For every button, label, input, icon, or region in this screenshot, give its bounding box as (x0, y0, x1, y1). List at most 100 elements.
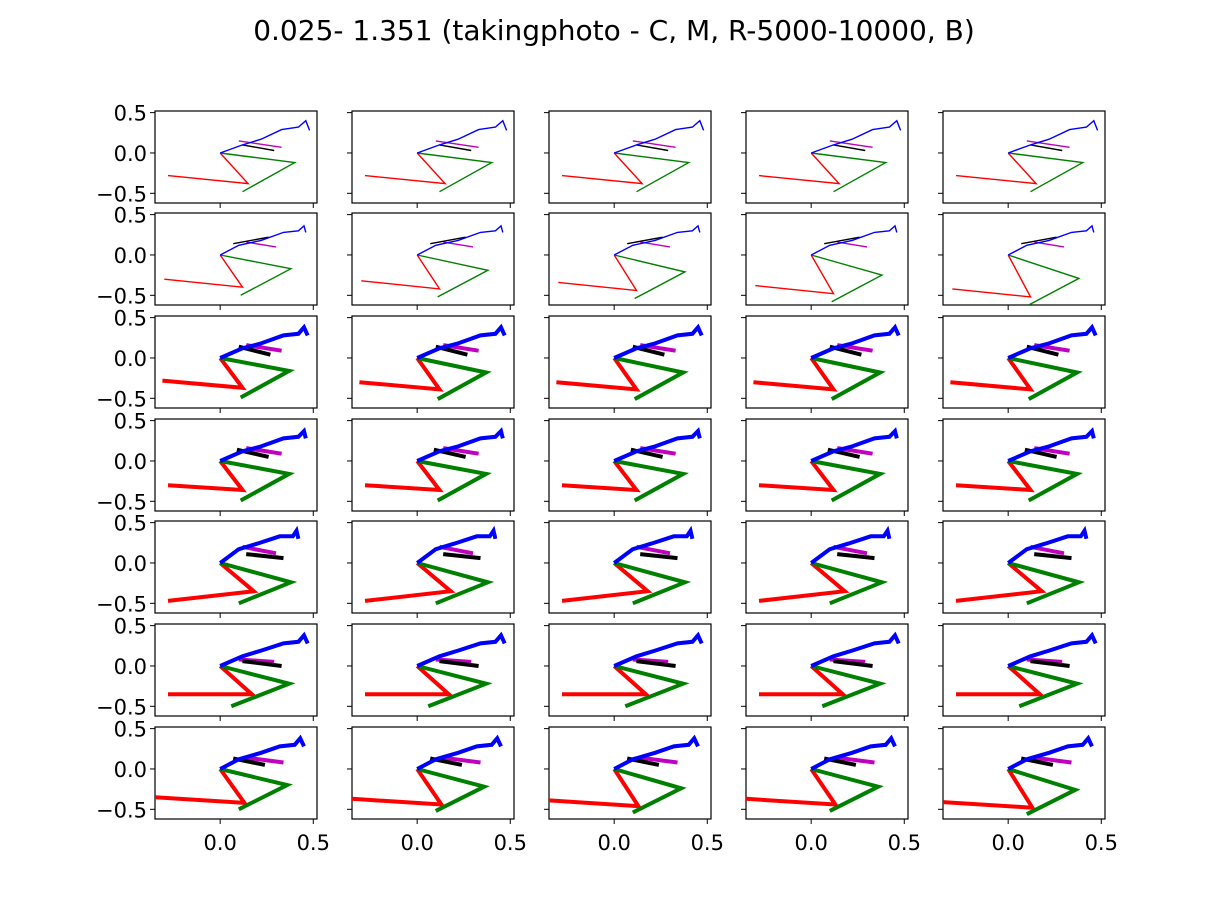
series-line-head-torso (416, 119, 508, 154)
subplot-r7-c5: 0.0 0.5 (938, 726, 1118, 855)
series-line-leg-left (1007, 767, 1081, 816)
x-tick-label: 0.0 (597, 831, 630, 855)
series-line-head-torso (810, 427, 899, 463)
series-line-leg-left (613, 561, 692, 606)
series-line-leg-left (1007, 356, 1083, 401)
subplot-r6-c2 (347, 623, 515, 721)
series-line-arm-right (639, 755, 678, 765)
series-line-arm-left (833, 144, 866, 152)
subplot-frame (942, 315, 1106, 409)
y-tick-label: 0.0 (114, 758, 147, 782)
pose-skeleton (365, 631, 507, 709)
series-line-head-torso (219, 525, 301, 565)
series-line-leg-right (753, 356, 838, 392)
subplot-frame (154, 520, 318, 614)
subplot-r5-c3 (544, 520, 712, 618)
pose-skeleton (364, 119, 508, 193)
subplot-frame (351, 212, 515, 306)
series-line-leg-left (219, 459, 295, 503)
subplot-frame (942, 212, 1106, 306)
series-line-leg-right (561, 459, 641, 493)
pose-skeleton (168, 631, 310, 709)
pose-skeleton (952, 224, 1095, 305)
series-line-arm-left (439, 144, 472, 152)
series-line-leg-right (755, 254, 835, 295)
series-line-head-torso (219, 323, 310, 360)
series-line-leg-right (562, 664, 652, 697)
y-tick-label: 0.0 (114, 244, 147, 268)
series-line-leg-left (416, 459, 492, 503)
subplot-r3-c5 (938, 315, 1106, 413)
series-line-leg-left (220, 254, 293, 296)
series-line-head-torso (416, 631, 507, 668)
series-line-leg-right (167, 561, 259, 603)
pose-skeleton (561, 525, 695, 606)
series-line-leg-right (549, 767, 643, 809)
subplot-frame (745, 520, 909, 614)
series-line-leg-right (364, 459, 444, 493)
subplot-frame (154, 212, 318, 306)
series-line-leg-right (950, 356, 1035, 392)
series-line-leg-left (810, 767, 884, 813)
series-line-leg-right (364, 561, 456, 603)
y-tick-label: 0.0 (114, 655, 147, 679)
series-line-leg-right (956, 664, 1046, 697)
subplot-r7-c4: 0.0 0.5 (741, 726, 921, 855)
subplot-frame (548, 315, 712, 409)
pose-skeleton (943, 734, 1094, 816)
pose-skeleton (561, 427, 702, 503)
series-line-head-torso (1007, 224, 1095, 256)
series-line-head-torso (416, 427, 505, 463)
series-line-leg-left (614, 152, 691, 193)
series-line-arm-left (430, 236, 466, 245)
series-line-leg-right (361, 254, 441, 290)
series-line-arm-left (636, 144, 669, 152)
series-line-head-torso (613, 734, 700, 771)
subplot-frame (154, 110, 318, 204)
series-line-leg-left (219, 664, 296, 709)
subplot-frame (548, 418, 712, 512)
series-line-leg-right (746, 767, 840, 807)
series-line-leg-right (943, 767, 1037, 810)
series-line-head-torso (416, 734, 503, 771)
series-line-head-torso (416, 525, 498, 565)
subplot-frame (154, 418, 318, 512)
series-line-head-torso (219, 631, 310, 668)
y-tick-label: 0.5 (114, 615, 147, 639)
y-tick-label: 0.5 (114, 204, 147, 228)
y-tick-label: −0.5 (96, 182, 147, 206)
y-tick-label: 0.5 (114, 102, 147, 126)
series-line-leg-right (364, 152, 447, 185)
pose-skeleton (558, 224, 701, 300)
series-line-leg-right (758, 459, 838, 493)
series-line-head-torso (219, 734, 306, 771)
series-line-head-torso (1007, 631, 1098, 668)
series-line-leg-left (1007, 664, 1084, 709)
pose-skeleton (359, 323, 507, 401)
series-line-head-torso (1007, 323, 1098, 360)
series-line-leg-right (365, 664, 455, 697)
subplot-frame (351, 315, 515, 409)
series-line-arm-right (836, 755, 875, 765)
series-line-leg-left (613, 356, 689, 401)
x-tick-label: 0.5 (888, 831, 921, 855)
series-line-leg-right (758, 561, 850, 603)
series-line-arm-left (833, 659, 873, 668)
subplot-frame (942, 623, 1106, 717)
series-line-arm-left (242, 659, 282, 668)
x-tick-label: 0.0 (400, 831, 433, 855)
series-line-head-torso (1007, 734, 1094, 771)
series-line-leg-left (811, 152, 888, 193)
subplot-r7-c3: 0.0 0.5 (544, 726, 724, 855)
series-line-arm-left (836, 552, 875, 561)
series-line-arm-left (439, 659, 479, 668)
x-tick-label: 0.5 (691, 831, 724, 855)
series-line-arm-left (442, 552, 481, 561)
series-line-arm-left (627, 236, 663, 245)
pose-skeleton (950, 323, 1098, 401)
series-line-leg-right (168, 664, 258, 697)
subplot-r4-c1: 0.5 0.0 −0.5 (96, 410, 318, 516)
y-tick-label: 0.0 (114, 552, 147, 576)
series-line-leg-left (1008, 152, 1085, 193)
